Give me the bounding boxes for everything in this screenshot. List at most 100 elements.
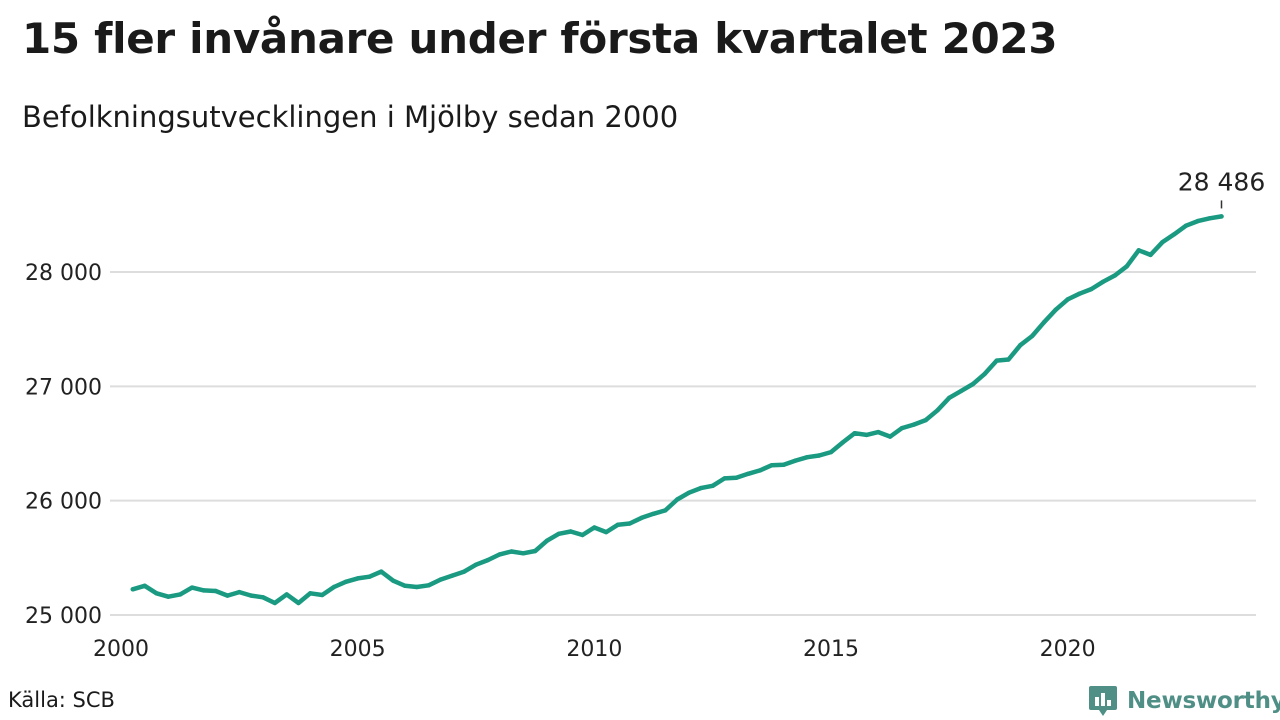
data-point <box>556 531 561 536</box>
data-point <box>296 600 301 606</box>
data-point <box>604 529 609 535</box>
data-point <box>154 591 159 596</box>
data-point <box>414 584 419 590</box>
data-point <box>627 521 632 526</box>
data-point <box>888 434 893 439</box>
data-point <box>473 562 479 567</box>
data-point <box>1148 252 1153 258</box>
data-point <box>1018 343 1023 348</box>
data-point <box>189 585 195 590</box>
data-point <box>639 515 644 520</box>
chart-subtitle: Befolkningsutvecklingen i Mjölby sedan 2… <box>22 100 679 134</box>
data-point <box>213 588 218 594</box>
x-tick-label: 2005 <box>330 637 386 662</box>
data-point <box>923 417 928 423</box>
gridlines <box>110 271 1256 616</box>
data-point <box>497 552 502 557</box>
data-point <box>1172 232 1177 237</box>
data-point <box>343 579 348 584</box>
data-point <box>686 490 692 495</box>
data-point <box>331 584 337 590</box>
data-point <box>1207 216 1212 221</box>
data-point <box>663 508 668 513</box>
y-tick-label: 26 000 <box>25 490 102 515</box>
data-point <box>320 592 325 598</box>
brand-name: Newsworthy <box>1127 688 1280 714</box>
data-point <box>994 358 999 363</box>
data-point <box>864 432 869 438</box>
data-point <box>1030 333 1035 339</box>
end-annotation: 28 486 <box>1178 167 1265 209</box>
data-point <box>615 522 621 527</box>
population-line <box>130 214 1224 606</box>
data-point <box>1183 223 1189 228</box>
data-point <box>260 595 266 600</box>
source-label: Källa: SCB <box>8 688 115 712</box>
data-point <box>1124 264 1130 269</box>
data-point <box>840 440 845 445</box>
data-point <box>521 551 526 556</box>
data-point <box>379 569 384 574</box>
data-point <box>533 548 538 554</box>
data-point <box>1077 291 1082 296</box>
x-tick-label: 2000 <box>93 637 149 662</box>
data-points <box>130 214 1224 606</box>
x-axis-tick-labels: 2000 2005 2010 2015 2020 <box>93 637 1096 662</box>
data-point <box>1160 240 1165 245</box>
data-point <box>1136 248 1141 253</box>
data-point <box>544 538 550 543</box>
brand-logo[interactable]: Newsworthy <box>1088 684 1280 718</box>
data-point <box>142 583 147 588</box>
data-point <box>1065 297 1070 302</box>
data-point <box>355 576 360 581</box>
data-point <box>568 529 573 534</box>
data-point <box>450 573 455 578</box>
data-point <box>722 476 727 481</box>
data-point <box>970 381 976 387</box>
data-point <box>876 429 881 435</box>
data-point <box>805 455 810 460</box>
data-point <box>284 592 289 597</box>
data-point <box>1053 307 1059 312</box>
x-tick-label: 2015 <box>803 637 859 662</box>
data-point <box>237 589 242 595</box>
data-point <box>746 471 751 476</box>
data-point <box>178 592 183 597</box>
data-point <box>438 577 443 582</box>
data-point <box>130 587 135 592</box>
data-point <box>1089 286 1094 292</box>
data-point <box>1112 273 1118 278</box>
data-point <box>166 594 171 599</box>
data-point <box>793 458 798 463</box>
data-point <box>899 425 905 431</box>
data-point <box>710 483 715 488</box>
series-layer <box>130 214 1224 606</box>
data-point <box>781 462 786 467</box>
data-point <box>1195 218 1201 224</box>
y-tick-label: 27 000 <box>25 375 102 400</box>
data-point <box>959 388 964 394</box>
data-point <box>1041 320 1047 325</box>
newsworthy-logo-icon <box>1089 686 1117 716</box>
data-point <box>935 408 940 413</box>
data-point <box>757 468 763 473</box>
data-point <box>734 475 739 480</box>
data-point <box>675 497 680 502</box>
chart-title: 15 fler invånare under första kvartalet … <box>22 14 1058 63</box>
end-value-label: 28 486 <box>1178 167 1265 196</box>
data-point <box>391 578 396 583</box>
data-point <box>769 463 774 468</box>
data-point <box>308 591 313 596</box>
data-point <box>509 549 514 554</box>
data-point <box>485 557 490 563</box>
data-point <box>828 449 834 455</box>
data-point <box>852 431 857 436</box>
data-point <box>426 583 431 588</box>
data-point <box>911 422 916 427</box>
data-point <box>580 532 585 538</box>
data-point <box>402 583 408 588</box>
data-point <box>272 600 277 606</box>
data-point <box>698 485 703 491</box>
data-point <box>1219 214 1224 219</box>
